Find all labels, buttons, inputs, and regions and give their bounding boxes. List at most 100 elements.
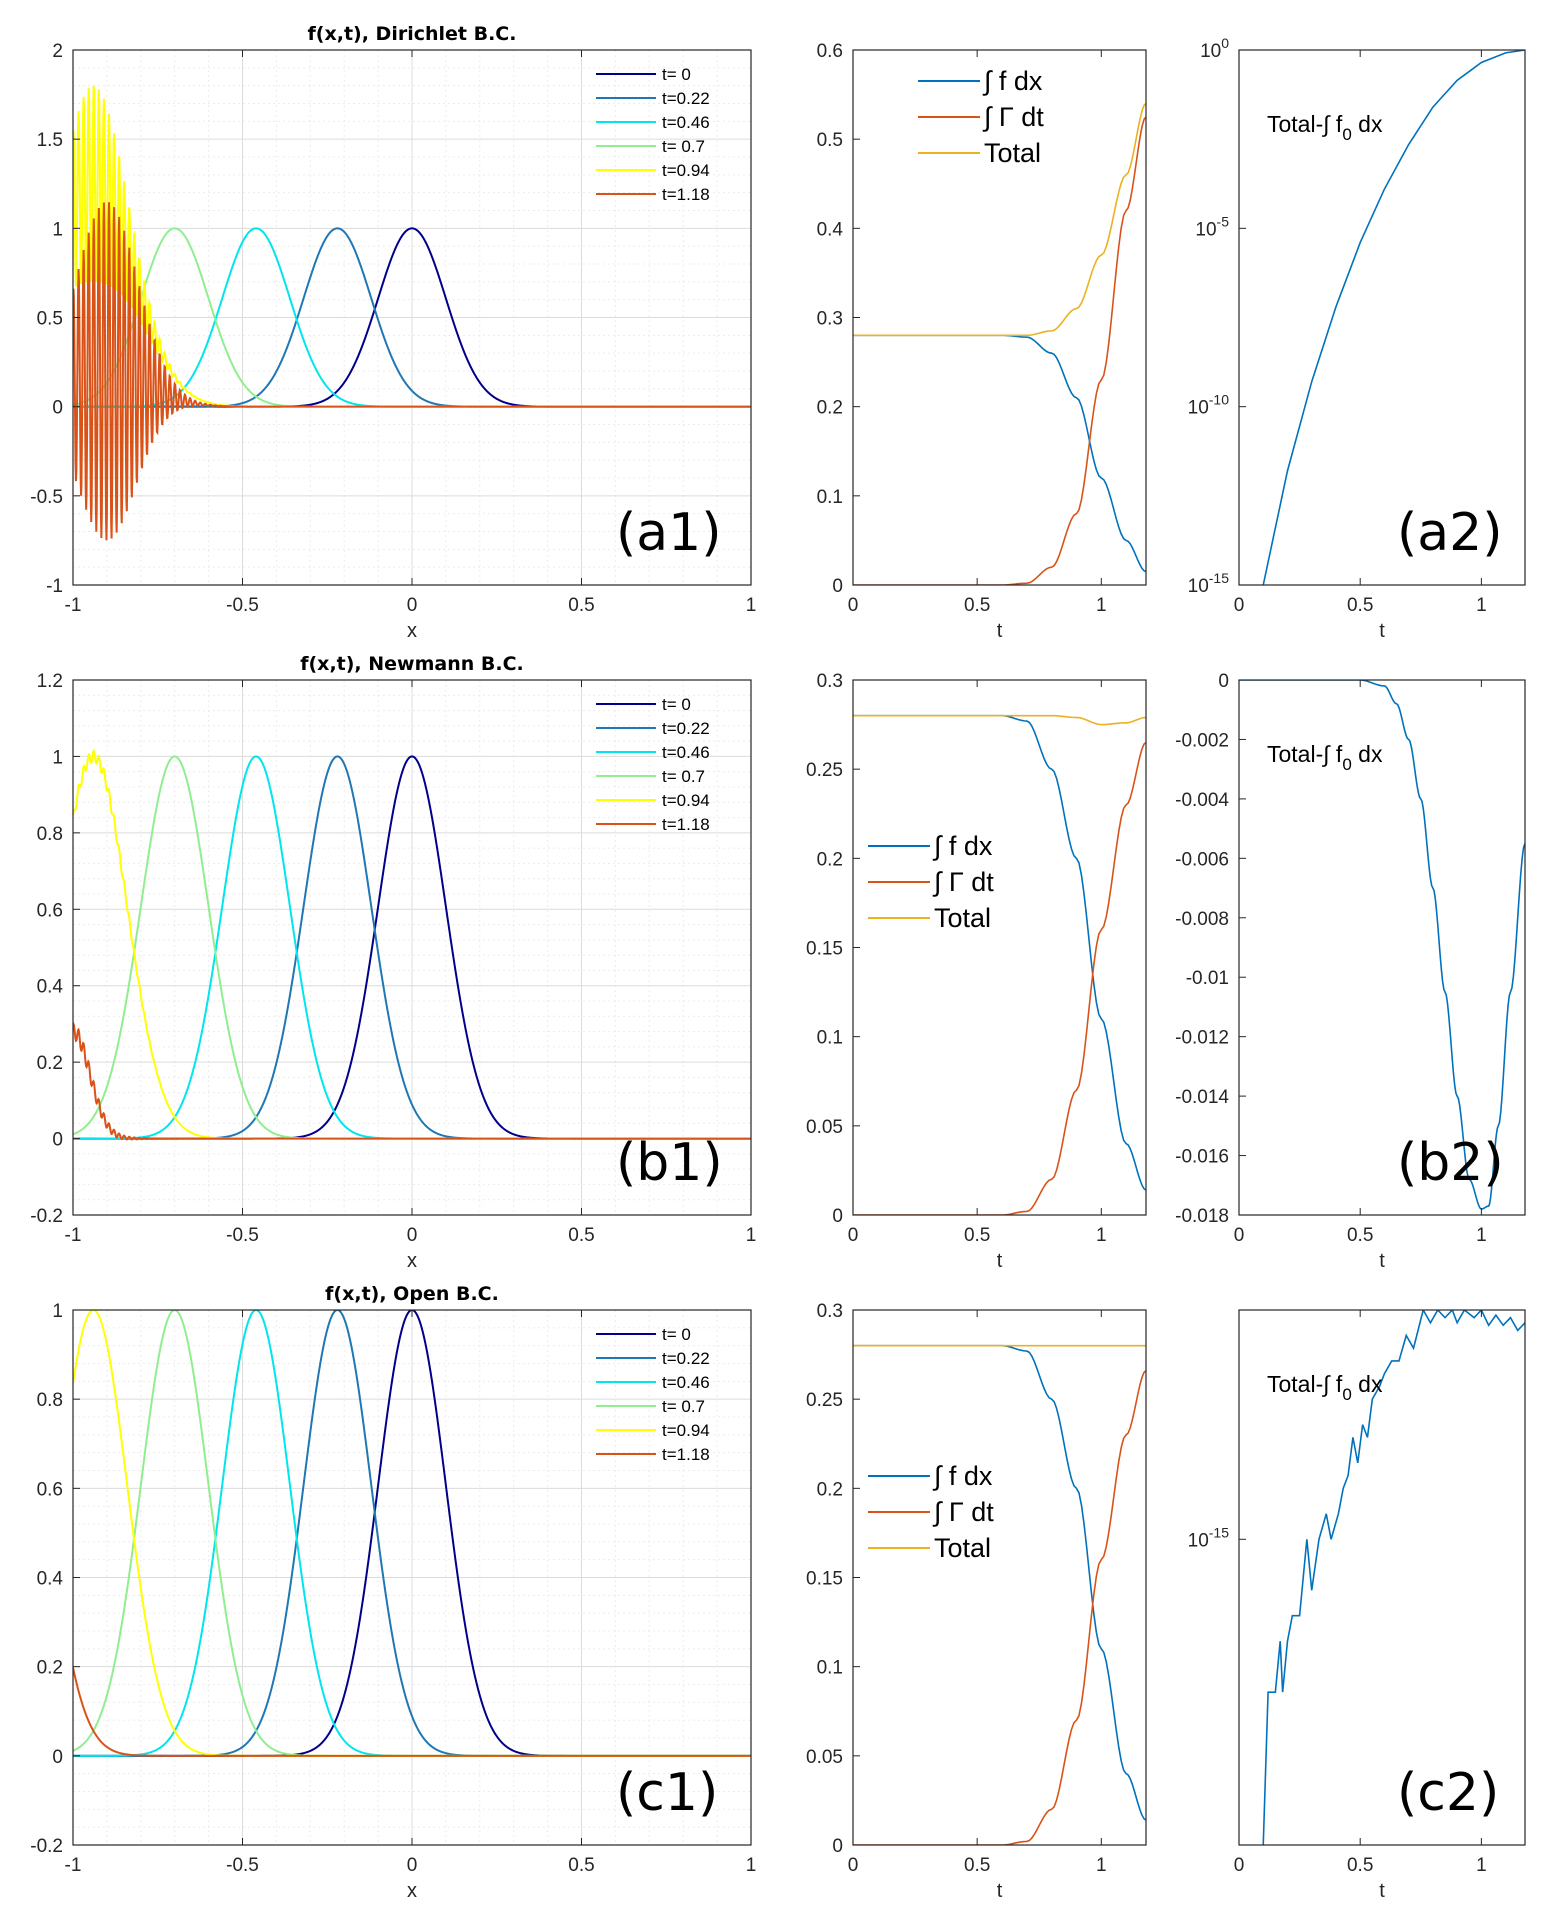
series-group [1262,50,1525,585]
x-tick-label: 1 [746,595,757,616]
y-tick-label: 0 [52,1747,63,1768]
panel-label: (b2) [1397,1133,1504,1193]
series-line [853,102,1146,337]
chart-mid-c: 0 0.5 1 0 0.05 0.1 0.15 0.2 0.25 0.3 t ∫ f dx ∫ Γ dt… [806,1301,1147,1902]
axes-box [1238,49,1526,586]
legend-entry: t=0.46 [662,113,710,132]
y-tick-label: 0.1 [817,487,843,508]
panel-label: (a2) [1397,503,1503,563]
y-tick-label: 2 [52,41,63,62]
x-tick-label: 1 [1096,1855,1107,1876]
y-tick-label: 0 [52,398,63,419]
y-tick-label: 0.15 [806,939,843,960]
x-axis-label: x [407,1250,417,1272]
x-tick-label: 0.5 [964,1855,990,1876]
x-tick-label: 0.5 [1347,595,1373,616]
series-group [73,748,751,1141]
y-tick-label: 0 [832,1206,843,1227]
chart-title: f(x,t), Newmann B.C. [300,653,524,675]
panel-label: (a1) [616,503,722,563]
x-tick-label: -0.5 [226,1225,259,1246]
legend-entry: ∫ f dx [982,66,1043,96]
series-line [853,1370,1146,1845]
y-tick-label: 0.4 [37,1569,64,1590]
y-tick-label: -0.2 [30,1206,63,1227]
y-tick-label: 0 [832,1836,843,1857]
y-tick-label: 0.2 [817,398,843,419]
series-line [853,714,1146,726]
legend-entry: t=0.22 [662,1349,710,1368]
x-tick-label: 0.5 [1347,1225,1373,1246]
x-tick-label: 0 [1234,1225,1245,1246]
y-tick-label: 0.3 [817,1301,843,1322]
x-tick-label: -0.5 [226,1855,259,1876]
x-tick-label: 0 [848,1225,859,1246]
series-group [853,714,1146,1215]
y-tick-label: 0.1 [817,1658,843,1679]
legend-entry: t=0.94 [662,1421,710,1440]
y-tick-label: -0.01 [1186,968,1229,989]
y-tick-label: -0.004 [1175,790,1229,811]
x-axis-label: t [997,620,1003,642]
x-tick-label: 0 [407,1225,418,1246]
x-tick-label: 0 [407,1855,418,1876]
y-tick-label: 0.2 [37,1053,63,1074]
x-axis-label: t [1379,620,1385,642]
x-tick-label: 0 [407,595,418,616]
legend-entry: t=0.94 [662,161,710,180]
axes-box [852,1309,1147,1846]
y-tick-label: 10-10 [1188,392,1230,419]
legend-entry: Total [984,138,1041,168]
x-tick-label: 1 [746,1225,757,1246]
series-line [853,1344,1146,1821]
y-tick-label: -0.5 [30,487,63,508]
series-group [73,1310,751,1757]
y-tick-label: -0.018 [1175,1206,1229,1227]
y-tick-label: -0.016 [1175,1147,1229,1168]
y-tick-label: 0.3 [817,309,843,330]
y-tick-label: -0.2 [30,1836,63,1857]
x-tick-label: -1 [65,595,82,616]
series-line [853,116,1146,585]
annotation-text: Total-∫ f0 dx [1267,741,1383,774]
x-tick-label: 0.5 [568,1855,594,1876]
x-axis-label: x [407,1880,417,1902]
series-group [853,1344,1146,1845]
legend-entry: t=1.18 [662,815,710,834]
y-tick-label: -0.012 [1175,1028,1229,1049]
legend-entry: Total [934,903,991,933]
y-tick-label: 0.5 [817,130,843,151]
series-line [73,202,751,541]
x-axis-label: x [407,620,417,642]
series-group [1262,1310,1525,1845]
legend-entry: ∫ f dx [932,831,993,861]
legend-entry: t=0.46 [662,743,710,762]
legend-entry: t=0.22 [662,89,710,108]
x-axis-label: t [1379,1880,1385,1902]
legend-entry: t= 0 [662,65,691,84]
y-tick-label: -1 [46,576,63,597]
x-tick-label: -1 [65,1225,82,1246]
y-tick-label: 0.4 [817,219,844,240]
x-tick-label: 0 [1234,595,1245,616]
x-tick-label: 1 [1096,595,1107,616]
y-tick-label: -0.002 [1175,730,1229,751]
y-tick-label: 1 [52,747,63,768]
y-tick-label: 0 [832,576,843,597]
legend-entry: t= 0.7 [662,1397,705,1416]
panel-label: (c2) [1397,1763,1499,1823]
series-line [853,334,1146,573]
y-tick-label: 0.25 [806,760,843,781]
legend-entry: t=0.22 [662,719,710,738]
chart-title: f(x,t), Dirichlet B.C. [308,23,517,45]
y-tick-label: 0.05 [806,1747,843,1768]
chart-left-b1: -1 -0.5 0 0.5 1 -0.2 0 0.2 0.4 0.6 0.8 1 1.2 x f(x,t),… [30,653,756,1272]
x-tick-label: 0.5 [964,595,990,616]
chart-right-a2: 0 0.5 1 10-15 10-10 10-5 100 t Total-∫ f0 dx (a2) [1188,35,1526,642]
y-tick-label: -0.008 [1175,909,1229,930]
y-tick-label: 0.5 [37,309,63,330]
grid [72,679,752,1216]
x-tick-label: 0.5 [568,595,594,616]
annotation-text: Total-∫ f0 dx [1267,111,1383,144]
